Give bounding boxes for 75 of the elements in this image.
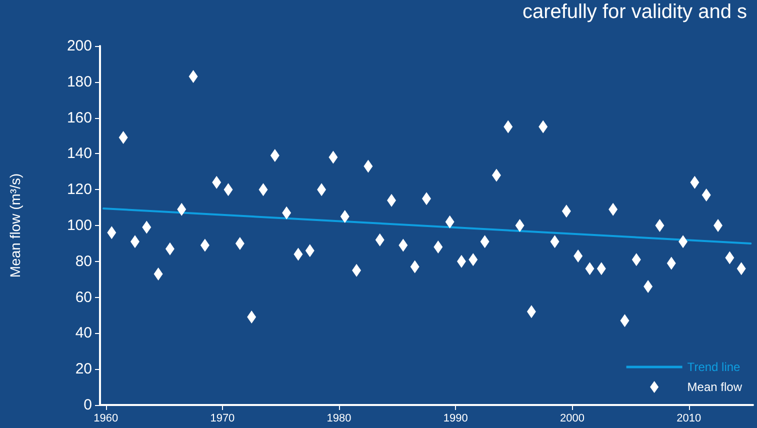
point [305,244,314,258]
point [328,150,338,164]
point [364,160,373,173]
point [282,206,292,220]
point [538,120,548,134]
y-tick-label: 80 [75,252,92,270]
y-tick-label: 200 [66,38,92,54]
y-tick-label: 60 [75,288,92,306]
x-tick-label: 1960 [94,412,118,424]
point [644,280,653,294]
point [736,262,746,276]
point [492,168,501,182]
point [456,254,466,268]
point [387,194,396,207]
y-tick-label: 160 [66,109,92,126]
point [655,219,664,232]
y-tick-label: 20 [75,360,92,378]
point [434,240,443,254]
point [550,235,560,248]
point [294,248,303,261]
point [596,262,606,276]
point [235,236,244,250]
text: carefully for validity and s [522,1,748,23]
point [702,188,711,202]
point [130,235,140,248]
point [154,267,163,280]
point [177,202,186,216]
point [410,260,420,274]
x-tick-label: 2000 [560,412,584,424]
legend-label: Trend line [687,360,741,374]
point [340,210,350,224]
x-tick-label: 1980 [326,412,352,424]
y-tick-label: 40 [75,324,92,342]
point [247,310,256,324]
x-tick-label: 1990 [443,412,468,424]
point [398,238,408,252]
point [714,219,723,232]
point [188,70,198,84]
point [142,220,152,234]
point [212,176,222,189]
point [515,219,524,232]
point [526,305,536,318]
point [690,176,700,189]
point [200,238,210,252]
point [224,183,233,196]
y-tick-label: 120 [66,181,92,198]
point [480,235,490,248]
point [445,215,454,228]
x-tick-label: 1970 [210,412,235,424]
point [666,256,676,270]
y-tick-label: 140 [66,145,92,162]
point [165,242,174,256]
point [107,226,116,240]
y-tick-label: 180 [66,73,92,90]
point [118,131,128,144]
point [632,253,641,266]
y-tick-label: 100 [66,217,92,234]
x-tick-label: 2010 [676,412,702,424]
point [504,120,513,134]
point [468,253,478,266]
point [352,264,362,277]
point [317,183,326,196]
point [620,314,630,328]
point [574,250,583,263]
point [725,251,734,264]
y-tick-label: 0 [84,396,92,414]
point [562,204,571,218]
legend-label: Mean flow [687,380,742,394]
point [258,183,268,196]
y-axis-title: Mean flow (m³/s) [7,173,23,278]
point [270,148,280,162]
point [608,202,618,216]
point [585,262,594,276]
point [375,233,384,246]
point [678,235,688,248]
